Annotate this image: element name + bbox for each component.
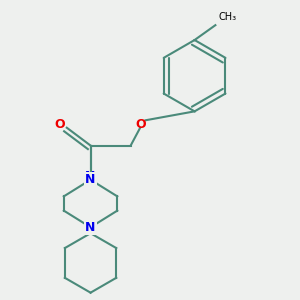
Text: N: N [85,221,96,234]
Text: CH₃: CH₃ [219,12,237,22]
Text: N: N [85,173,96,186]
Text: O: O [136,118,146,131]
Text: N: N [85,170,96,183]
Text: O: O [54,118,65,131]
